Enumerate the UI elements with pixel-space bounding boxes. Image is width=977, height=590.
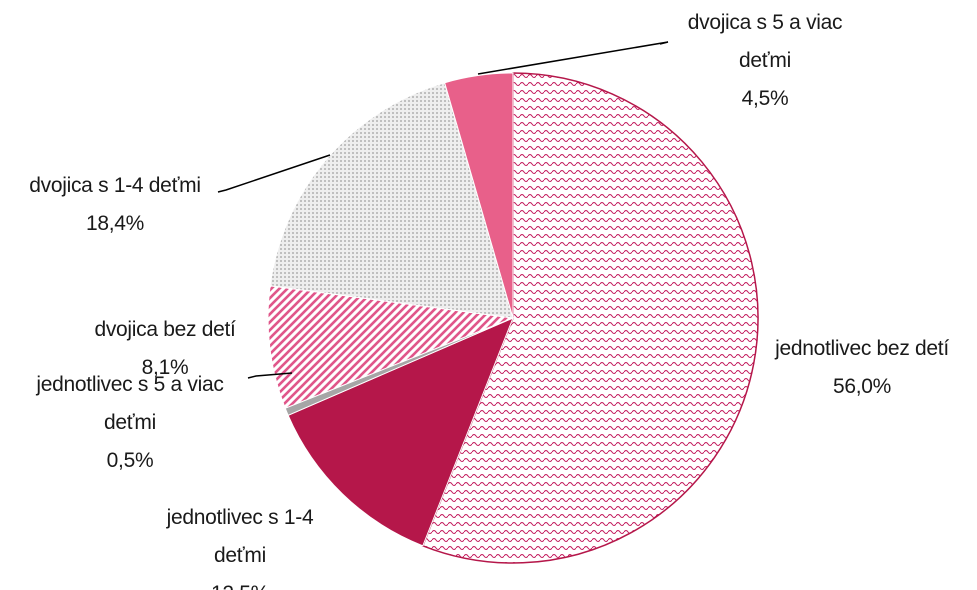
pie-slice (444, 72, 514, 319)
value-label: 4,5% (741, 87, 789, 110)
data-label: jednotlivec bez detí 56,0% (762, 330, 962, 406)
value-label: 56,0% (832, 375, 892, 398)
category-label: jednotlivec s 1-4 deťmi (166, 506, 314, 567)
value-label: 12,5% (145, 575, 335, 590)
data-label: jednotlivec s 1-4 deťmi 12,5% (145, 499, 335, 590)
leader-line (477, 41, 669, 75)
value-label: 8,1% (141, 356, 189, 379)
pie-slice (421, 72, 759, 564)
data-label: dvojica s 5 a viac deťmi 4,5% (665, 4, 865, 118)
leader-line (247, 372, 293, 379)
pie-slice (269, 82, 514, 319)
value-label: 18,4% (85, 212, 145, 235)
category-label: dvojica s 5 a viac deťmi (687, 11, 843, 72)
category-label: dvojica s 1-4 deťmi (29, 174, 201, 197)
pie-slice (287, 317, 514, 547)
category-label: jednotlivec bez detí (775, 337, 949, 360)
pie-slice (267, 285, 515, 409)
data-label: dvojica bez detí 8,1% (75, 311, 255, 387)
category-label: dvojica bez detí (94, 318, 236, 341)
data-label: jednotlivec s 5 a viac deťmi 0,5% (10, 366, 250, 480)
leader-line (217, 154, 331, 193)
data-label: dvojica s 1-4 deťmi 18,4% (5, 167, 225, 243)
value-label: 0,5% (106, 449, 154, 472)
category-label: jednotlivec s 5 a viac deťmi (36, 373, 224, 434)
